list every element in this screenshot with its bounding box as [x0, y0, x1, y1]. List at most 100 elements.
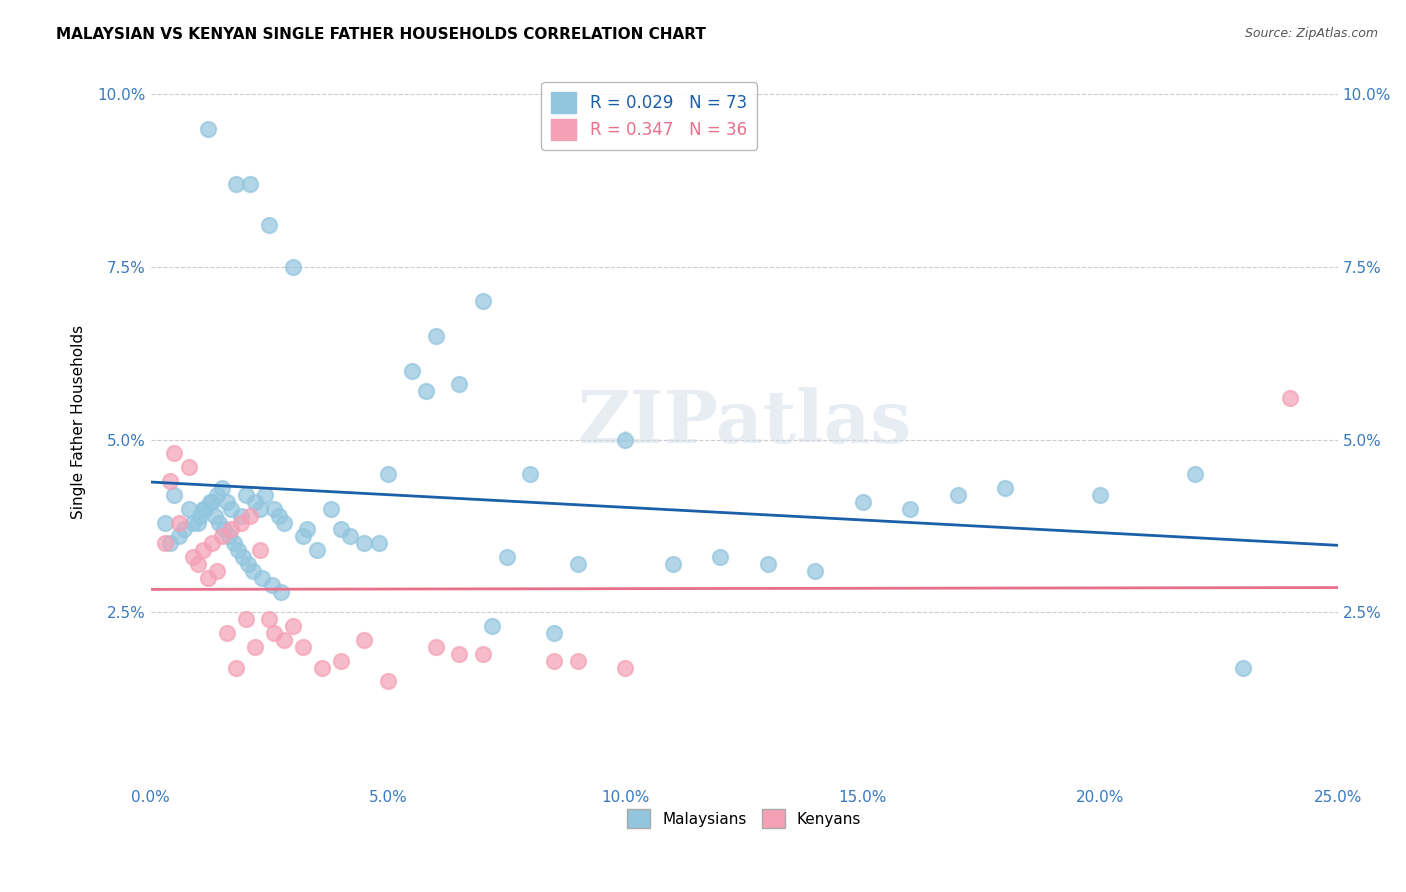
- Point: [804, 564, 827, 578]
- Point: [236, 557, 259, 571]
- Point: [243, 640, 266, 654]
- Point: [662, 557, 685, 571]
- Point: [273, 516, 295, 530]
- Point: [319, 501, 342, 516]
- Point: [709, 550, 731, 565]
- Point: [281, 619, 304, 633]
- Point: [249, 501, 271, 516]
- Point: [194, 501, 217, 516]
- Point: [377, 467, 399, 482]
- Point: [187, 557, 209, 571]
- Text: ZIPatlas: ZIPatlas: [576, 387, 911, 458]
- Point: [159, 536, 181, 550]
- Point: [281, 260, 304, 274]
- Point: [543, 654, 565, 668]
- Point: [329, 523, 352, 537]
- Point: [425, 640, 447, 654]
- Point: [183, 516, 205, 530]
- Point: [205, 488, 228, 502]
- Point: [339, 529, 361, 543]
- Point: [481, 619, 503, 633]
- Point: [291, 529, 314, 543]
- Point: [232, 550, 254, 565]
- Point: [353, 632, 375, 647]
- Point: [449, 647, 471, 661]
- Point: [567, 654, 589, 668]
- Point: [235, 488, 257, 502]
- Point: [225, 660, 247, 674]
- Point: [201, 495, 224, 509]
- Legend: Malaysians, Kenyans: Malaysians, Kenyans: [620, 802, 869, 836]
- Point: [353, 536, 375, 550]
- Point: [198, 495, 221, 509]
- Point: [329, 654, 352, 668]
- Point: [946, 488, 969, 502]
- Point: [267, 508, 290, 523]
- Point: [367, 536, 389, 550]
- Point: [163, 446, 186, 460]
- Point: [263, 626, 285, 640]
- Point: [197, 571, 219, 585]
- Point: [167, 529, 190, 543]
- Point: [401, 363, 423, 377]
- Point: [229, 508, 252, 523]
- Point: [239, 508, 262, 523]
- Point: [197, 121, 219, 136]
- Point: [229, 516, 252, 530]
- Point: [377, 674, 399, 689]
- Point: [204, 508, 226, 523]
- Point: [212, 523, 235, 537]
- Point: [153, 516, 176, 530]
- Point: [201, 536, 224, 550]
- Point: [852, 495, 875, 509]
- Point: [215, 495, 238, 509]
- Point: [253, 488, 276, 502]
- Point: [242, 564, 264, 578]
- Point: [239, 177, 262, 191]
- Point: [543, 626, 565, 640]
- Point: [472, 294, 495, 309]
- Point: [191, 543, 214, 558]
- Point: [898, 501, 921, 516]
- Point: [205, 564, 228, 578]
- Point: [163, 488, 186, 502]
- Point: [263, 501, 285, 516]
- Point: [173, 523, 195, 537]
- Point: [225, 177, 247, 191]
- Y-axis label: Single Father Households: Single Father Households: [72, 326, 86, 519]
- Text: Source: ZipAtlas.com: Source: ZipAtlas.com: [1244, 27, 1378, 40]
- Point: [208, 516, 231, 530]
- Point: [177, 501, 200, 516]
- Point: [177, 460, 200, 475]
- Point: [222, 536, 245, 550]
- Point: [243, 495, 266, 509]
- Point: [250, 571, 273, 585]
- Point: [614, 660, 637, 674]
- Point: [1184, 467, 1206, 482]
- Point: [187, 516, 209, 530]
- Point: [228, 543, 250, 558]
- Point: [270, 584, 292, 599]
- Point: [159, 474, 181, 488]
- Point: [259, 612, 281, 626]
- Point: [221, 523, 243, 537]
- Point: [297, 523, 319, 537]
- Point: [190, 508, 212, 523]
- Point: [567, 557, 589, 571]
- Point: [614, 433, 637, 447]
- Point: [211, 529, 233, 543]
- Point: [311, 660, 333, 674]
- Point: [221, 501, 243, 516]
- Point: [291, 640, 314, 654]
- Text: MALAYSIAN VS KENYAN SINGLE FATHER HOUSEHOLDS CORRELATION CHART: MALAYSIAN VS KENYAN SINGLE FATHER HOUSEH…: [56, 27, 706, 42]
- Point: [519, 467, 541, 482]
- Point: [235, 612, 257, 626]
- Point: [211, 481, 233, 495]
- Point: [1232, 660, 1254, 674]
- Point: [249, 543, 271, 558]
- Point: [756, 557, 779, 571]
- Point: [994, 481, 1017, 495]
- Point: [153, 536, 176, 550]
- Point: [449, 377, 471, 392]
- Point: [215, 626, 238, 640]
